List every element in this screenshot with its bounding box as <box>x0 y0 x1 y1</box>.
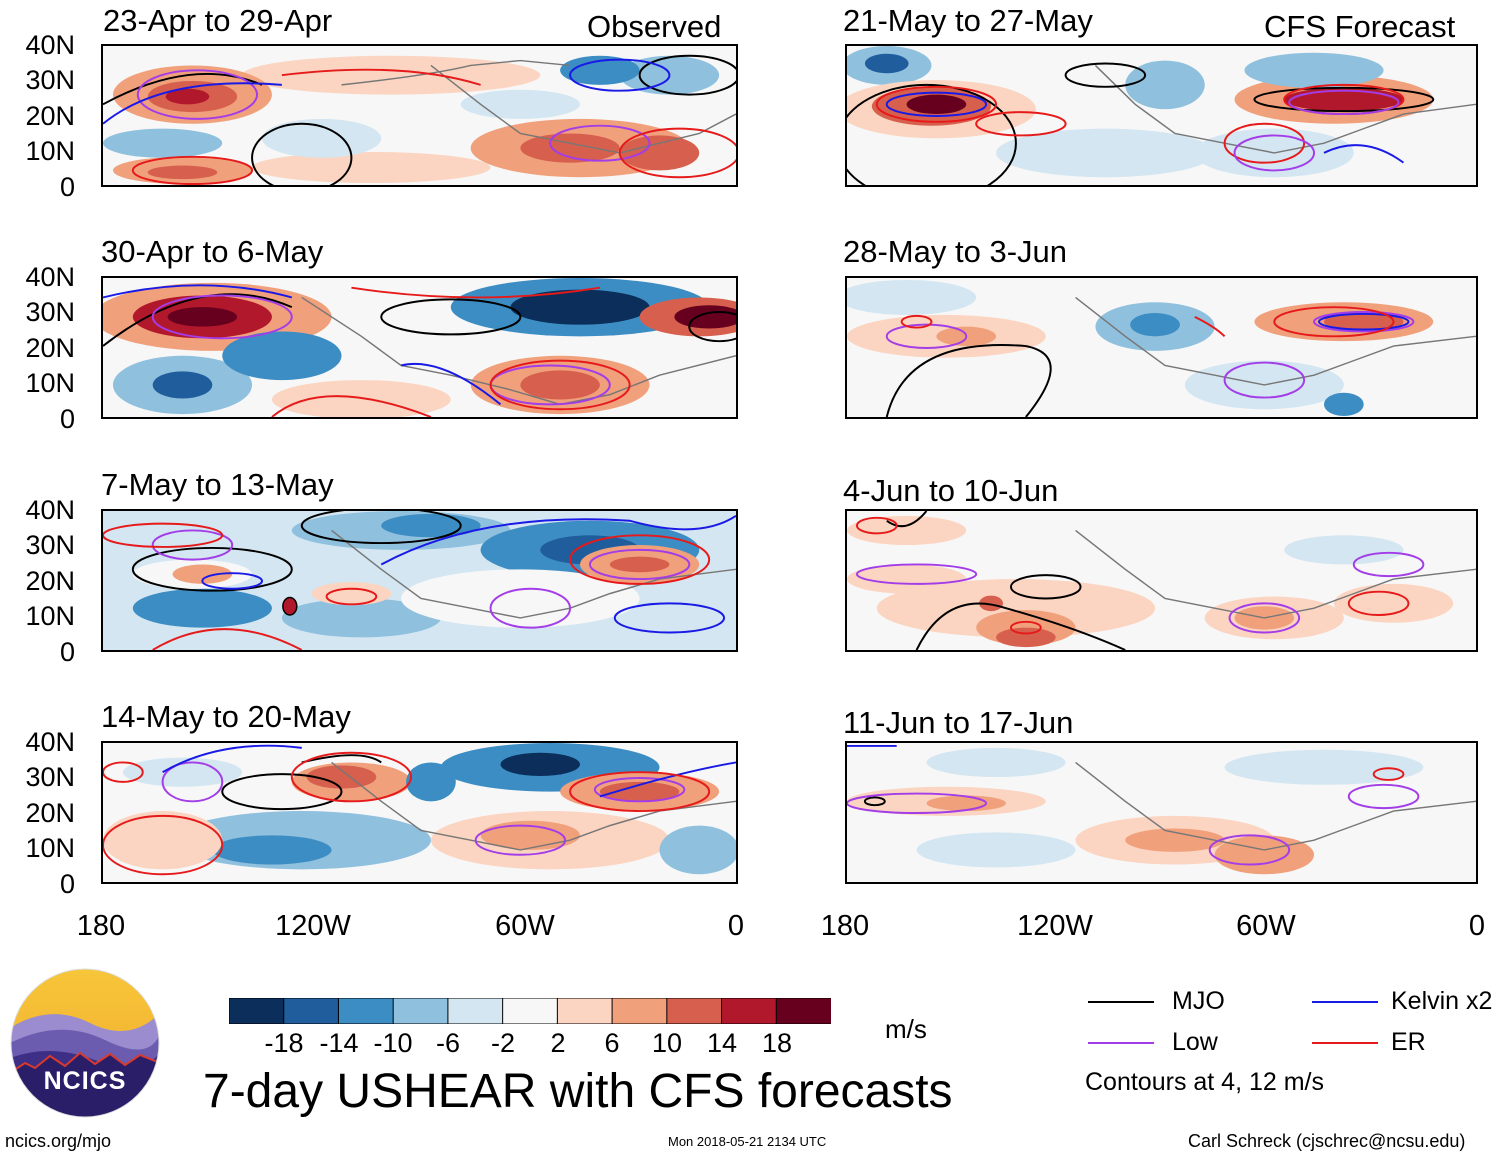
main-title: 7-day USHEAR with CFS forecasts <box>203 1065 953 1118</box>
map-panel-fc-2 <box>845 276 1478 419</box>
author-credit: Carl Schreck (cjschrec@ncsu.edu) <box>1188 1131 1466 1151</box>
lat-label: 0 <box>59 869 75 899</box>
panel-title-fc-3: 4-Jun to 10-Jun <box>843 473 1059 508</box>
legend-line-mjo <box>1088 1001 1154 1003</box>
lon-label: 0 <box>727 910 745 942</box>
colorbar-tick: -18 <box>264 1028 304 1058</box>
colorbar-tick: 6 <box>604 1028 620 1058</box>
shear-field <box>103 743 736 882</box>
lat-label: 10N <box>25 368 75 398</box>
lat-label: 10N <box>25 601 75 631</box>
lat-label: 20N <box>25 101 75 131</box>
lon-label: 180 <box>76 910 126 942</box>
shear-field <box>103 511 736 650</box>
legend-label-low: Low <box>1172 1028 1218 1056</box>
panel-title-fc-2: 28-May to 3-Jun <box>843 234 1067 269</box>
colorbar-tick: -2 <box>490 1028 516 1058</box>
lat-label: 0 <box>59 172 75 202</box>
lat-label: 10N <box>25 833 75 863</box>
colorbar-swatch <box>611 997 668 1025</box>
colorbar-swatch <box>447 997 504 1025</box>
lat-label: 40N <box>25 262 75 292</box>
legend-label-er: ER <box>1391 1028 1426 1056</box>
colorbar <box>228 997 833 1025</box>
colorbar-tick: 2 <box>550 1028 566 1058</box>
legend-line-er <box>1312 1042 1378 1044</box>
lat-label: 40N <box>25 495 75 525</box>
lat-label: 20N <box>25 333 75 363</box>
shear-field <box>103 278 736 417</box>
lat-label: 10N <box>25 136 75 166</box>
lon-label: 60W <box>495 910 555 942</box>
map-panel-fc-4 <box>845 741 1478 884</box>
shear-field <box>103 46 736 185</box>
colorbar-swatch <box>556 997 614 1025</box>
lon-label: 0 <box>1468 910 1486 942</box>
legend-label-mjo: MJO <box>1172 987 1225 1015</box>
legend-label-kelvin: Kelvin x2 <box>1391 987 1493 1015</box>
legend-line-kelvin <box>1312 1001 1378 1003</box>
panel-title-obs-1: 23-Apr to 29-Apr <box>103 3 333 38</box>
panel-title-obs-3: 7-May to 13-May <box>101 467 334 502</box>
colorbar-swatch <box>228 997 285 1025</box>
colorbar-swatches <box>228 997 833 1025</box>
observed-label: Observed <box>587 9 722 44</box>
shear-field <box>847 743 1476 882</box>
colorbar-swatch <box>502 997 559 1025</box>
contours-note: Contours at 4, 12 m/s <box>1085 1068 1325 1096</box>
colorbar-tick: -14 <box>319 1028 359 1058</box>
colorbar-swatch <box>721 997 778 1025</box>
lat-label: 0 <box>59 404 75 434</box>
lat-label: 30N <box>25 65 75 95</box>
map-panel-fc-1 <box>845 44 1478 187</box>
logo-mountains-icon <box>10 968 160 1118</box>
lon-label: 180 <box>820 910 870 942</box>
panel-title-fc-4: 11-Jun to 17-Jun <box>843 705 1074 740</box>
colorbar-units: m/s <box>885 1014 927 1044</box>
colorbar-swatch <box>337 997 395 1025</box>
map-panel-obs-3 <box>101 509 738 652</box>
colorbar-swatch <box>283 997 340 1025</box>
lat-label: 30N <box>25 297 75 327</box>
source-url[interactable]: ncics.org/mjo <box>5 1131 112 1151</box>
forecast-label: CFS Forecast <box>1264 9 1456 44</box>
lat-label: 30N <box>25 762 75 792</box>
timestamp: Mon 2018-05-21 2134 UTC <box>668 1134 827 1149</box>
lat-label: 20N <box>25 798 75 828</box>
ncics-logo: NCICS <box>10 968 160 1118</box>
shear-field <box>847 511 1476 650</box>
colorbar-swatch <box>392 997 449 1025</box>
lat-label: 40N <box>25 727 75 757</box>
lon-label: 60W <box>1236 910 1296 942</box>
shear-field <box>847 278 1476 417</box>
legend-line-low <box>1088 1042 1154 1044</box>
panel-title-obs-4: 14-May to 20-May <box>101 699 351 734</box>
colorbar-tick: -6 <box>435 1028 461 1058</box>
panel-title-obs-2: 30-Apr to 6-May <box>101 234 324 269</box>
shear-field <box>847 46 1476 185</box>
colorbar-swatch <box>775 997 833 1025</box>
map-panel-obs-2 <box>101 276 738 419</box>
lat-label: 30N <box>25 530 75 560</box>
lon-label: 120W <box>1017 910 1093 942</box>
lon-label: 120W <box>275 910 351 942</box>
lat-label: 0 <box>59 637 75 667</box>
colorbar-swatch <box>666 997 723 1025</box>
panel-title-fc-1: 21-May to 27-May <box>843 3 1093 38</box>
map-panel-obs-4 <box>101 741 738 884</box>
lat-label: 40N <box>25 30 75 60</box>
colorbar-tick: 10 <box>651 1028 683 1058</box>
lat-label: 20N <box>25 566 75 596</box>
colorbar-tick: 14 <box>706 1028 738 1058</box>
map-panel-obs-1 <box>101 44 738 187</box>
logo-text: NCICS <box>43 1067 127 1095</box>
colorbar-tick: -10 <box>373 1028 413 1058</box>
colorbar-tick: 18 <box>761 1028 793 1058</box>
map-panel-fc-3 <box>845 509 1478 652</box>
